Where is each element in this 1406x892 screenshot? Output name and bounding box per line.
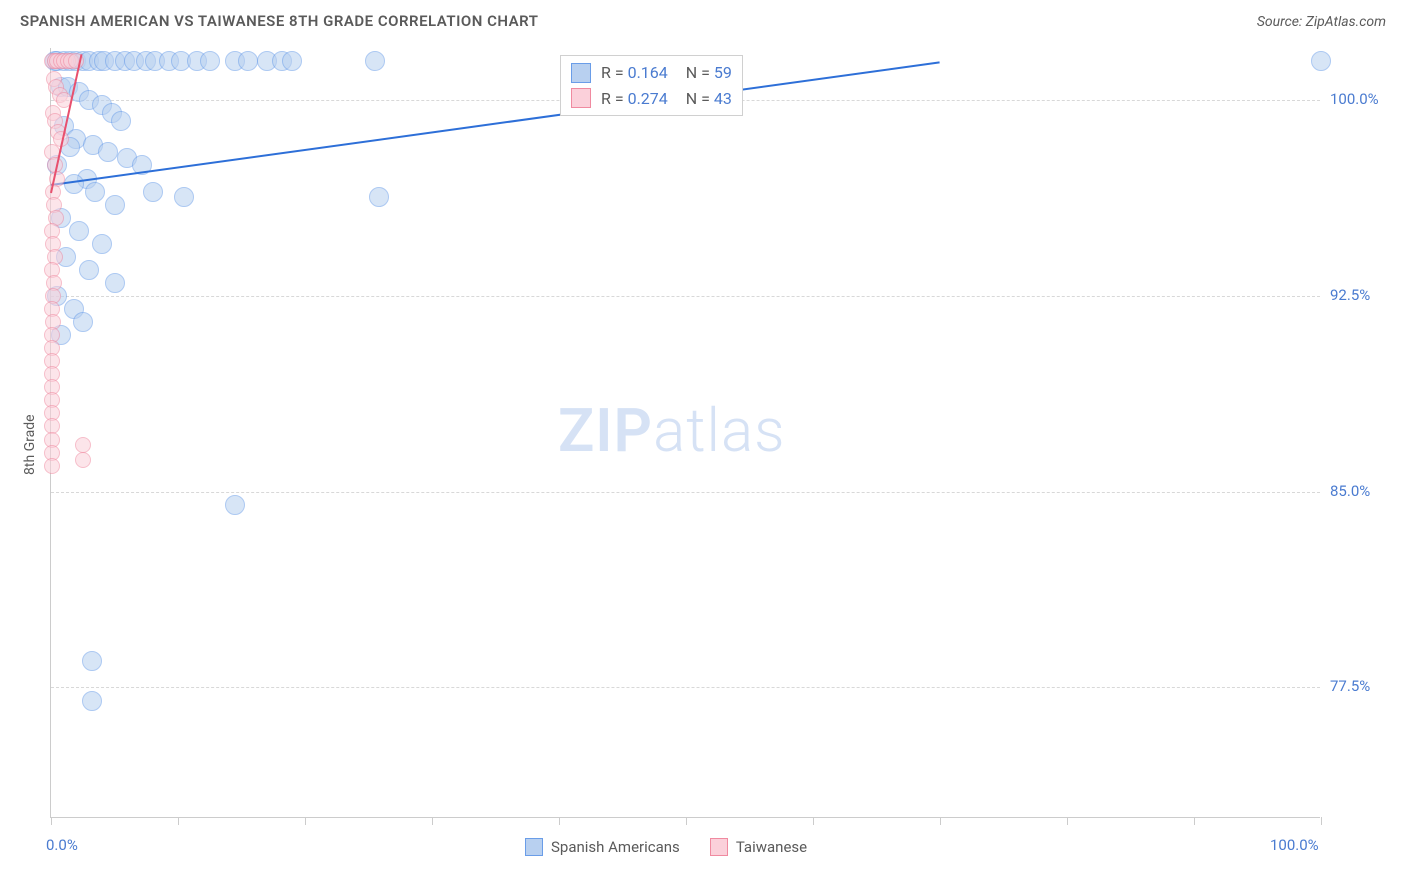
legend-item: Taiwanese bbox=[710, 838, 807, 856]
stat-n-label: N = 59 bbox=[678, 60, 732, 86]
legend-item: Spanish Americans bbox=[525, 838, 680, 856]
stat-r-label: R = 0.274 bbox=[601, 86, 668, 112]
scatter-point bbox=[82, 651, 102, 671]
legend-bottom: Spanish Americans Taiwanese bbox=[525, 838, 807, 856]
y-tick-label: 100.0% bbox=[1330, 90, 1379, 108]
x-tick bbox=[51, 817, 52, 825]
x-tick bbox=[559, 817, 560, 825]
series-swatch-icon bbox=[710, 838, 728, 856]
stat-n-label: N = 43 bbox=[678, 86, 732, 112]
gridline-h bbox=[51, 687, 1320, 688]
y-tick-label: 77.5% bbox=[1330, 677, 1370, 695]
series-swatch-icon bbox=[525, 838, 543, 856]
legend-label: Taiwanese bbox=[736, 838, 807, 856]
stats-row: R = 0.274 N = 43 bbox=[571, 86, 732, 112]
x-tick bbox=[1067, 817, 1068, 825]
scatter-point bbox=[69, 221, 89, 241]
x-axis-label: 0.0% bbox=[46, 836, 78, 854]
scatter-point bbox=[111, 111, 131, 131]
gridline-h bbox=[51, 492, 1320, 493]
scatter-point bbox=[282, 51, 302, 71]
y-tick-label: 85.0% bbox=[1330, 482, 1370, 500]
stats-box: R = 0.164 N = 59R = 0.274 N = 43 bbox=[560, 55, 743, 116]
scatter-point bbox=[105, 195, 125, 215]
scatter-point bbox=[174, 187, 194, 207]
trend-line bbox=[51, 61, 940, 186]
x-tick bbox=[1321, 817, 1322, 825]
scatter-point bbox=[365, 51, 385, 71]
scatter-point bbox=[44, 458, 60, 474]
scatter-point bbox=[75, 437, 91, 453]
gridline-h bbox=[51, 296, 1320, 297]
scatter-point bbox=[105, 273, 125, 293]
scatter-point bbox=[92, 234, 112, 254]
scatter-point bbox=[73, 312, 93, 332]
series-swatch-icon bbox=[571, 88, 591, 108]
chart-header: SPANISH AMERICAN VS TAIWANESE 8TH GRADE … bbox=[0, 0, 1406, 40]
scatter-point bbox=[79, 260, 99, 280]
scatter-point bbox=[143, 182, 163, 202]
x-axis-label: 100.0% bbox=[1270, 836, 1319, 854]
series-swatch-icon bbox=[571, 63, 591, 83]
y-tick-label: 92.5% bbox=[1330, 286, 1370, 304]
x-tick bbox=[1194, 817, 1195, 825]
stats-row: R = 0.164 N = 59 bbox=[571, 60, 732, 86]
scatter-point bbox=[238, 51, 258, 71]
x-tick bbox=[940, 817, 941, 825]
x-tick bbox=[178, 817, 179, 825]
y-axis-label: 8th Grade bbox=[22, 414, 38, 475]
scatter-point bbox=[369, 187, 389, 207]
scatter-point bbox=[75, 452, 91, 468]
chart-title: SPANISH AMERICAN VS TAIWANESE 8TH GRADE … bbox=[20, 12, 538, 30]
source-label: Source: ZipAtlas.com bbox=[1257, 14, 1386, 30]
scatter-point bbox=[200, 51, 220, 71]
x-tick bbox=[686, 817, 687, 825]
x-tick bbox=[432, 817, 433, 825]
legend-label: Spanish Americans bbox=[551, 838, 680, 856]
stat-r-label: R = 0.164 bbox=[601, 60, 668, 86]
scatter-point bbox=[225, 495, 245, 515]
x-tick bbox=[813, 817, 814, 825]
plot-area bbox=[50, 48, 1320, 818]
scatter-point bbox=[98, 142, 118, 162]
x-tick bbox=[305, 817, 306, 825]
scatter-point bbox=[85, 182, 105, 202]
scatter-point bbox=[82, 691, 102, 711]
scatter-point bbox=[1311, 51, 1331, 71]
